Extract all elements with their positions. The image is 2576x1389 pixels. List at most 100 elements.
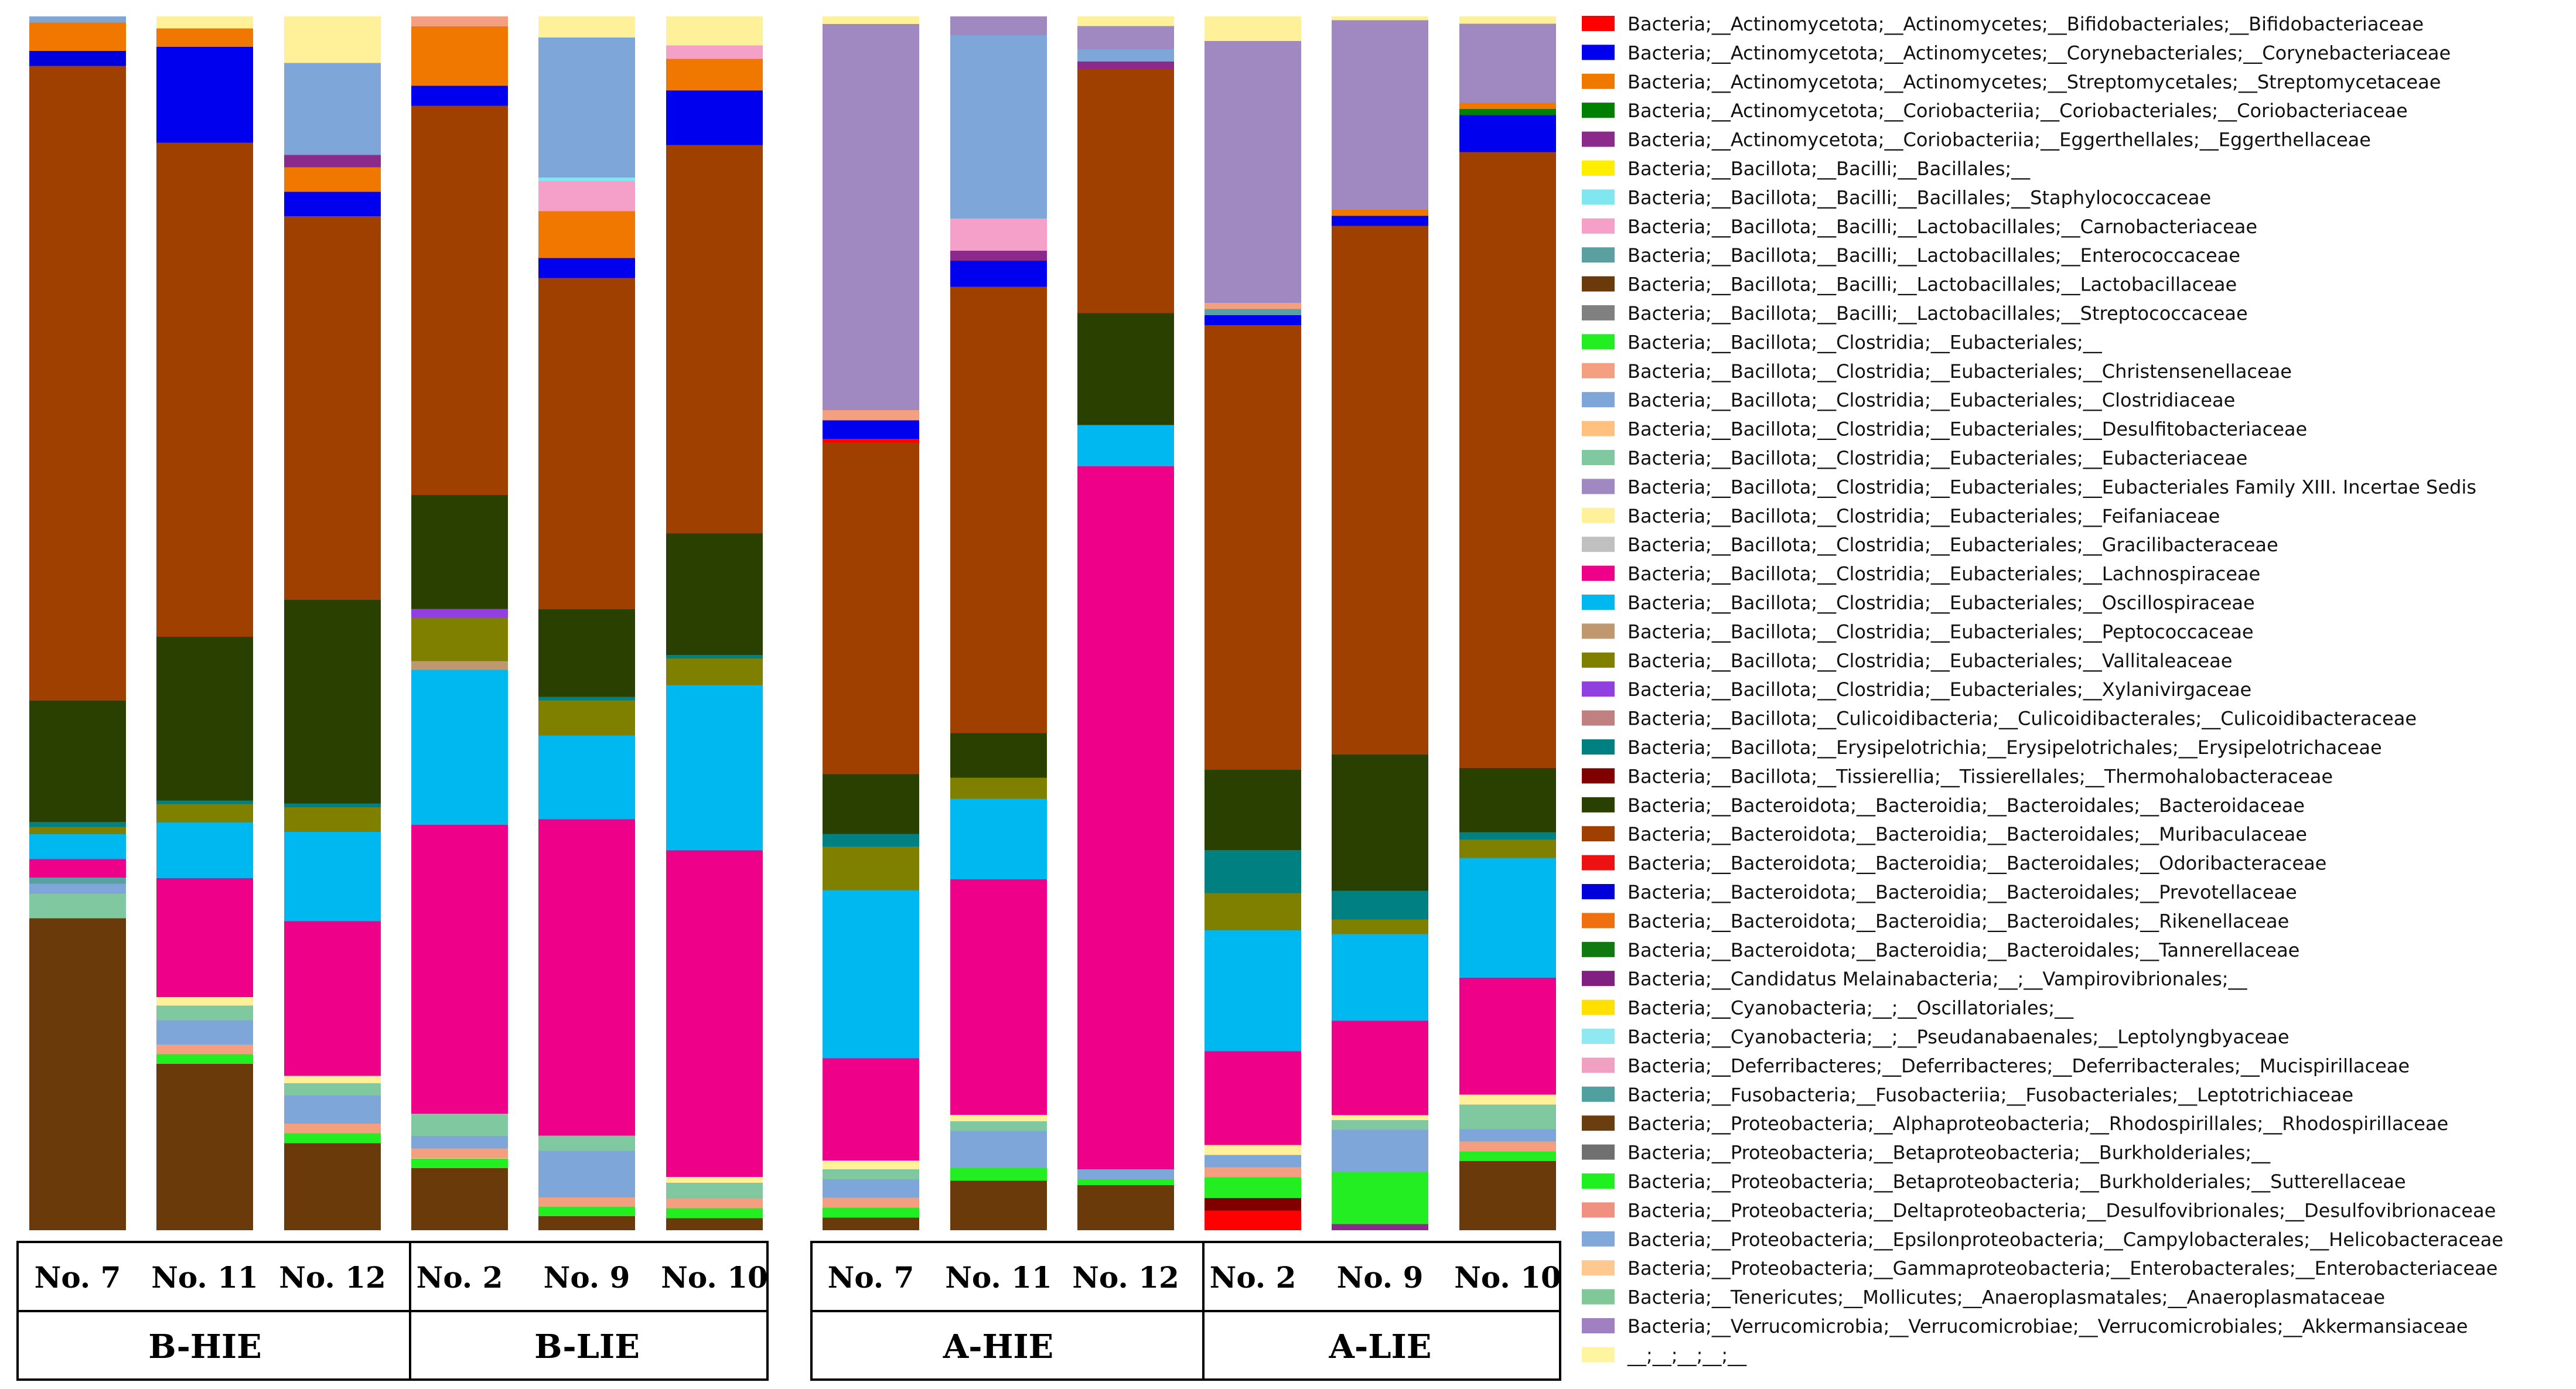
bar-segment-3-5 — [284, 1083, 381, 1095]
legend-swatch-44 — [1582, 1260, 1615, 1276]
bar-segment-3-2 — [284, 1133, 381, 1144]
legend-label-28: Bacteria;__Bacteroidota;__Bacteroidia;__… — [1628, 794, 2305, 817]
legend-swatch-25 — [1582, 710, 1615, 726]
bar-segment-3-14 — [284, 167, 381, 192]
legend-swatch-26 — [1582, 739, 1615, 755]
bar-segment-12-11 — [1459, 768, 1556, 832]
legend-swatch-29 — [1582, 826, 1615, 842]
bar-segment-5-11 — [538, 278, 635, 610]
legend-swatch-27 — [1582, 768, 1615, 784]
bar-segment-4-3 — [411, 1148, 508, 1159]
bar-segment-5-2 — [538, 1207, 635, 1217]
bar-segment-6-14 — [666, 45, 763, 59]
legend-label-2: Bacteria;__Actinomycetota;__Actinomycete… — [1628, 42, 2451, 64]
bar-segment-7-17 — [823, 16, 919, 24]
bar-segment-1-8 — [29, 822, 126, 827]
legend-swatch-15 — [1582, 421, 1615, 436]
legend-swatch-22 — [1582, 623, 1615, 639]
bar-segment-12-17 — [1459, 16, 1556, 24]
bar-segment-3-3 — [284, 1123, 381, 1134]
bar-segment-6-1 — [666, 1218, 763, 1230]
legend-label-4: Bacteria;__Actinomycetota;__Coriobacteri… — [1628, 100, 2408, 122]
group-label-boxes — [16, 1241, 1561, 1381]
legend-label-45: Bacteria;__Tenericutes;__Mollicutes;__An… — [1628, 1286, 2385, 1309]
legend-swatch-36 — [1582, 1029, 1615, 1044]
bar-segment-2-5 — [156, 1005, 253, 1021]
bar-segment-5-8 — [538, 700, 635, 736]
bar-segment-5-5 — [538, 1135, 635, 1151]
bar-segment-11-14 — [1332, 20, 1428, 210]
bar-segment-12-2 — [1459, 1151, 1556, 1162]
legend-swatch-45 — [1582, 1289, 1615, 1305]
legend-swatch-32 — [1582, 913, 1615, 929]
bar-segment-8-4 — [950, 1121, 1047, 1131]
group-label-a-hie: A-HIE — [943, 1327, 1053, 1366]
legend-label-12: Bacteria;__Bacillota;__Clostridia;__Euba… — [1628, 331, 2103, 353]
bar-segment-4-5 — [411, 1114, 508, 1137]
legend-label-42: Bacteria;__Proteobacteria;__Deltaproteob… — [1628, 1199, 2496, 1221]
bar-segment-8-8 — [950, 777, 1047, 799]
bar-segment-1-12 — [29, 22, 126, 52]
legend-swatch-20 — [1582, 565, 1615, 581]
bar-segment-5-4 — [538, 1151, 635, 1198]
bar-segment-12-15 — [1459, 103, 1556, 109]
bar-segment-11-4 — [1332, 1120, 1428, 1130]
legend-label-38: Bacteria;__Fusobacteria;__Fusobacteriia;… — [1628, 1084, 2353, 1106]
legend-swatch-7 — [1582, 189, 1615, 205]
bar-segment-1-9 — [29, 701, 126, 822]
legend-label-6: Bacteria;__Bacillota;__Bacilli;__Bacilla… — [1628, 158, 2031, 180]
legend-label-35: Bacteria;__Cyanobacteria;__;__Oscillator… — [1628, 997, 2074, 1019]
bar-segment-9-6 — [1077, 313, 1174, 425]
legend-label-14: Bacteria;__Bacillota;__Clostridia;__Euba… — [1628, 389, 2235, 411]
bar-segment-5-1 — [538, 1216, 635, 1230]
bar-segment-10-9 — [1205, 893, 1301, 930]
bar-segment-4-11 — [411, 494, 508, 609]
bar-segment-3-1 — [284, 1143, 381, 1230]
bar-segment-5-15 — [538, 177, 635, 181]
legend-swatch-1 — [1582, 16, 1615, 31]
bar-segment-8-5 — [950, 1115, 1047, 1121]
bar-segment-2-13 — [156, 46, 253, 143]
bar-segment-5-13 — [538, 211, 635, 258]
bar-segment-1-6 — [29, 834, 126, 859]
legend-label-23: Bacteria;__Bacillota;__Clostridia;__Euba… — [1628, 650, 2232, 672]
legend-label-22: Bacteria;__Bacillota;__Clostridia;__Euba… — [1628, 620, 2254, 643]
bar-segment-11-9 — [1332, 890, 1428, 920]
bar-segment-1-5 — [29, 859, 126, 878]
legend-label-3: Bacteria;__Actinomycetota;__Actinomycete… — [1628, 71, 2441, 93]
bar-segment-2-6 — [156, 997, 253, 1006]
bar-segment-11-12 — [1332, 216, 1428, 226]
legend-swatch-8 — [1582, 218, 1615, 234]
legend-swatch-13 — [1582, 363, 1615, 378]
bar-segment-7-8 — [823, 890, 919, 1059]
bar-segment-8-14 — [950, 35, 1047, 219]
sample-label-12: No. 10 — [1454, 1260, 1561, 1295]
bar-segment-8-3 — [950, 1131, 1047, 1169]
bar-segment-3-17 — [284, 16, 381, 63]
bar-segment-12-16 — [1459, 23, 1556, 103]
bar-segment-7-4 — [823, 1179, 919, 1198]
legend-swatch-12 — [1582, 334, 1615, 350]
bar-segment-7-10 — [823, 834, 919, 847]
bar-segment-7-6 — [823, 1160, 919, 1169]
legend-swatch-38 — [1582, 1086, 1615, 1102]
bar-segment-12-6 — [1459, 1094, 1556, 1105]
bar-segment-6-15 — [666, 16, 763, 46]
bar-segment-4-10 — [411, 609, 508, 618]
legend-swatch-35 — [1582, 999, 1615, 1015]
legend-swatch-34 — [1582, 971, 1615, 987]
bar-segment-9-5 — [1077, 425, 1174, 467]
bar-segment-6-9 — [666, 654, 763, 659]
bar-segment-10-12 — [1205, 325, 1301, 770]
legend-label-10: Bacteria;__Bacillota;__Bacilli;__Lactoba… — [1628, 274, 2237, 296]
legend-swatch-46 — [1582, 1318, 1615, 1333]
bar-segment-6-8 — [666, 658, 763, 685]
bar-segment-5-12 — [538, 258, 635, 278]
legend-swatch-28 — [1582, 797, 1615, 813]
legend-label-47: __;__;__;__;__ — [1627, 1344, 1747, 1366]
bar-segment-9-3 — [1077, 1169, 1174, 1179]
bar-segment-9-9 — [1077, 49, 1174, 62]
bar-segment-1-11 — [29, 51, 126, 66]
sample-label-11: No. 9 — [1337, 1260, 1424, 1295]
